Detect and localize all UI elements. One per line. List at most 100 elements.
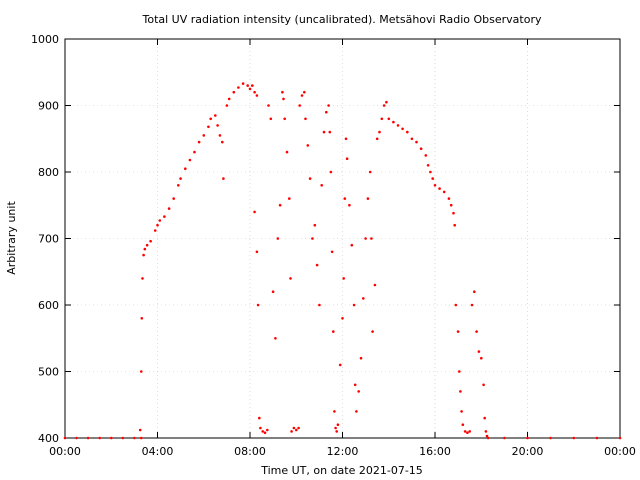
data-point [216,124,219,127]
x-tick-label: 00:00 [604,445,636,458]
data-point [486,436,490,440]
data-point [392,120,395,124]
data-point [197,140,201,144]
data-point [133,436,136,440]
data-point [458,370,461,373]
data-point [429,170,432,174]
data-point [336,423,340,427]
data-point [232,90,236,94]
data-point [452,211,455,215]
data-point [475,330,478,333]
data-point [179,177,182,180]
data-point [415,140,418,144]
x-axis-label: Time UT, on date 2021-07-15 [260,464,423,477]
data-point [401,127,404,131]
data-point [258,416,261,420]
data-point [385,100,388,104]
data-point [431,177,435,180]
data-point [345,157,349,160]
data-point [342,277,346,280]
data-point [380,117,384,121]
data-point [396,124,400,127]
y-tick-label: 700 [38,233,59,246]
data-point [140,436,143,440]
data-point [207,125,210,129]
data-point [370,237,373,240]
data-point [222,177,225,180]
data-point [473,290,476,294]
data-point [329,170,333,174]
data-point [382,104,386,107]
data-point [463,430,467,433]
data-point [348,203,351,207]
data-point [426,164,430,167]
data-point [406,130,409,134]
data-point [438,187,441,190]
data-point [285,150,289,154]
data-point [322,130,326,134]
data-point [419,147,423,150]
data-point [158,219,162,222]
data-point [364,237,367,240]
data-point [350,243,354,247]
data-point [433,184,437,187]
data-point [352,303,356,307]
y-tick-label: 900 [38,100,59,113]
data-point [289,277,292,280]
data-point [335,430,339,433]
data-point [121,436,125,440]
x-tick-label: 08:00 [234,445,266,458]
x-tick-label: 16:00 [419,445,451,458]
data-point [282,97,285,101]
data-point [503,436,506,440]
data-point [572,436,576,440]
data-point [63,436,67,440]
data-point [453,223,457,227]
data-point [447,197,451,200]
data-point [334,426,337,430]
data-point [292,426,296,430]
data-point [172,197,175,200]
data-points [63,82,622,440]
data-point [263,431,267,435]
y-tick-label: 400 [38,432,59,445]
data-point [387,117,391,121]
data-point [153,229,157,232]
data-point [75,436,78,440]
data-point [110,436,113,440]
data-point [149,239,152,243]
data-point [281,90,284,94]
data-point [225,104,229,107]
data-point [477,350,481,353]
data-point [298,104,302,107]
data-point [218,134,222,137]
data-point [466,431,469,435]
data-point [484,430,488,433]
data-point [343,197,347,200]
data-point [359,356,363,360]
data-point [306,144,310,147]
data-point [237,86,240,89]
data-point [177,184,180,187]
y-axis-label: Arbitrary unit [5,201,18,275]
data-point [295,428,298,432]
data-point [460,410,463,413]
data-point [368,170,372,174]
data-point [330,250,334,254]
data-point [424,154,428,157]
axis-ticks: 00:00 04:00 08:00 12:00 16:00 20:00 00:0040050… [31,33,636,458]
data-point [366,197,370,200]
data-point [311,237,314,240]
data-point [256,303,260,307]
data-point [259,426,262,430]
data-point [140,370,143,373]
data-point [480,356,483,360]
data-point [209,117,212,121]
data-point [313,223,317,227]
data-point [357,390,361,393]
x-tick-label: 00:00 [49,445,81,458]
data-point [328,130,332,134]
data-point [227,97,231,101]
data-point [318,303,321,307]
data-point [283,117,287,121]
